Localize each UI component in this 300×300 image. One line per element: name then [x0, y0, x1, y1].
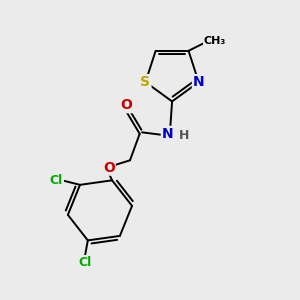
Text: S: S [140, 75, 151, 89]
Text: O: O [103, 161, 115, 175]
Text: N: N [193, 75, 205, 89]
Text: Cl: Cl [78, 256, 92, 269]
Text: H: H [179, 129, 189, 142]
Text: N: N [162, 127, 173, 141]
Text: Cl: Cl [50, 174, 63, 187]
Text: CH₃: CH₃ [204, 35, 226, 46]
Text: O: O [121, 98, 132, 112]
